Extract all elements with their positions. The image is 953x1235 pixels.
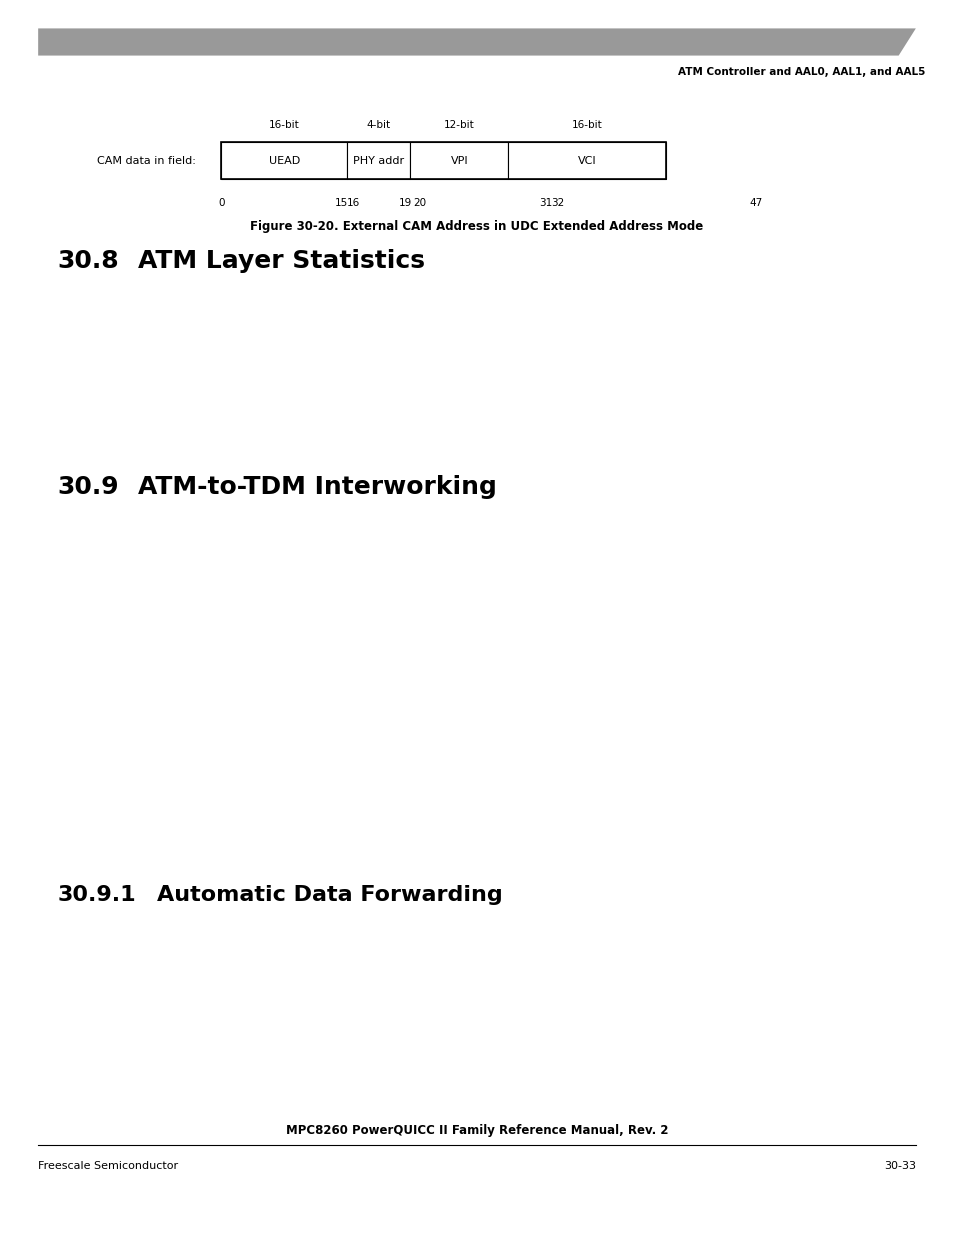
Bar <box>410 142 508 179</box>
Text: UEAD: UEAD <box>269 156 299 165</box>
Text: CAM data in field:: CAM data in field: <box>96 156 195 165</box>
Text: 32: 32 <box>551 198 564 207</box>
Text: VCI: VCI <box>578 156 596 165</box>
Text: 16-bit: 16-bit <box>571 120 602 130</box>
Text: ATM Controller and AAL0, AAL1, and AAL5: ATM Controller and AAL0, AAL1, and AAL5 <box>678 67 924 77</box>
Text: 47: 47 <box>749 198 762 207</box>
Text: 30.9.1: 30.9.1 <box>57 885 135 905</box>
Text: Figure 30-20. External CAM Address in UDC Extended Address Mode: Figure 30-20. External CAM Address in UD… <box>250 220 703 233</box>
Bar <box>221 142 665 179</box>
Bar <box>508 142 665 179</box>
Text: PHY addr: PHY addr <box>353 156 404 165</box>
Text: VPI: VPI <box>450 156 468 165</box>
Text: 0: 0 <box>218 198 224 207</box>
Bar <box>221 142 347 179</box>
Text: Freescale Semiconductor: Freescale Semiconductor <box>38 1161 178 1171</box>
Text: 16-bit: 16-bit <box>269 120 299 130</box>
Text: ATM Layer Statistics: ATM Layer Statistics <box>138 249 425 273</box>
Text: 30.8: 30.8 <box>57 249 119 273</box>
Text: 30-33: 30-33 <box>882 1161 915 1171</box>
Text: 20: 20 <box>413 198 426 207</box>
Text: 4-bit: 4-bit <box>366 120 391 130</box>
Text: 31: 31 <box>538 198 552 207</box>
Text: 12-bit: 12-bit <box>443 120 475 130</box>
Text: 15: 15 <box>335 198 348 207</box>
Bar <box>347 142 410 179</box>
Text: 16: 16 <box>347 198 360 207</box>
Text: Automatic Data Forwarding: Automatic Data Forwarding <box>157 885 502 905</box>
Text: 30.9: 30.9 <box>57 475 119 499</box>
Text: MPC8260 PowerQUICC II Family Reference Manual, Rev. 2: MPC8260 PowerQUICC II Family Reference M… <box>286 1124 667 1137</box>
Text: 19: 19 <box>398 198 412 207</box>
Polygon shape <box>38 28 915 56</box>
Text: ATM-to-TDM Interworking: ATM-to-TDM Interworking <box>138 475 497 499</box>
